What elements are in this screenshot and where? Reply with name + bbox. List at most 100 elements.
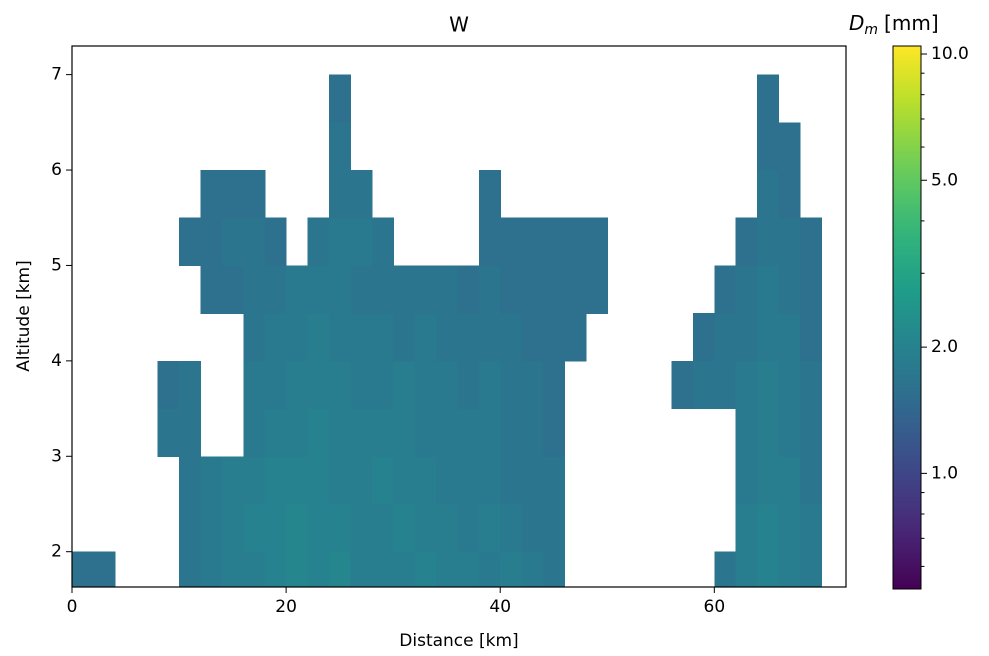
heatmap-cell <box>393 360 416 410</box>
heatmap-cell <box>414 456 437 505</box>
heatmap-cell <box>328 360 351 410</box>
heatmap-cell <box>221 456 244 505</box>
x-tick-label: 20 <box>275 597 297 617</box>
heatmap-cell <box>692 313 715 362</box>
heatmap-cell <box>286 456 309 505</box>
heatmap-cell <box>543 408 566 457</box>
heatmap-cell <box>200 456 223 505</box>
heatmap-cell <box>328 408 351 457</box>
heatmap-cell <box>435 456 458 505</box>
heatmap-cell <box>757 503 780 553</box>
x-tick-label: 0 <box>67 597 78 617</box>
heatmap-cell <box>478 456 501 505</box>
heatmap-cell <box>714 360 737 410</box>
heatmap-cell <box>757 170 780 219</box>
heatmap-cell <box>200 217 223 267</box>
heatmap-cell <box>799 408 822 457</box>
heatmap-cell <box>457 265 480 314</box>
heatmap-cell <box>778 408 801 457</box>
colorbar-unit: [mm] <box>884 11 939 35</box>
heatmap-cell <box>264 313 287 362</box>
colorbar-subscript: m <box>864 22 878 38</box>
heatmap-cell <box>500 456 523 505</box>
heatmap-cell <box>457 408 480 457</box>
heatmap-cell <box>778 217 801 267</box>
heatmap-cell <box>371 551 394 587</box>
heatmap-cell <box>200 170 223 219</box>
heatmap-cell <box>371 503 394 553</box>
heatmap-cell <box>350 456 373 505</box>
heatmap-cell <box>264 456 287 505</box>
heatmap-cell <box>543 313 566 362</box>
heatmap-cell <box>371 456 394 505</box>
heatmap-cell <box>243 503 266 553</box>
heatmap-cell <box>286 360 309 410</box>
heatmap-cell <box>521 408 544 457</box>
heatmap-cell <box>778 503 801 553</box>
heatmap-cell <box>799 217 822 267</box>
heatmap-cell <box>714 551 737 587</box>
heatmap-cell <box>521 265 544 314</box>
heatmap-cell <box>350 265 373 314</box>
heatmap-cell <box>350 551 373 587</box>
x-tick-label: 60 <box>704 597 726 617</box>
heatmap-cell <box>72 551 95 587</box>
heatmap-cell <box>393 265 416 314</box>
heatmap-cell <box>200 551 223 587</box>
heatmap-cell <box>521 313 544 362</box>
heatmap-cell <box>671 360 694 410</box>
heatmap-cell <box>521 456 544 505</box>
heatmap-cell <box>243 360 266 410</box>
colorbar-tick-label: 10.0 <box>931 44 969 64</box>
heatmap-cell <box>157 408 180 457</box>
heatmap-cell <box>457 551 480 587</box>
heatmap-cell <box>778 360 801 410</box>
heatmap-cell <box>543 503 566 553</box>
heatmap-cell <box>585 217 608 267</box>
heatmap-cell <box>778 122 801 171</box>
heatmap-cell <box>757 456 780 505</box>
heatmap-cell <box>286 313 309 362</box>
heatmap-cell <box>500 265 523 314</box>
heatmap-cell <box>714 265 737 314</box>
heatmap-cell <box>435 313 458 362</box>
heatmap-cell <box>735 503 758 553</box>
y-tick-label: 7 <box>51 65 62 85</box>
heatmap-cell <box>564 265 587 314</box>
heatmap-cell <box>778 170 801 219</box>
heatmap-cell <box>307 456 330 505</box>
heatmap-cell <box>478 265 501 314</box>
heatmap-cell <box>328 313 351 362</box>
heatmap-cell <box>221 503 244 553</box>
colorbar-label: Dm [mm] <box>849 11 939 39</box>
heatmap-cell <box>414 551 437 587</box>
heatmap-cell <box>435 265 458 314</box>
heatmap-cell <box>307 313 330 362</box>
heatmap-cell <box>435 408 458 457</box>
heatmap-cell <box>371 313 394 362</box>
heatmap-cell <box>735 217 758 267</box>
heatmap-cell <box>521 217 544 267</box>
y-axis-label: Altitude [km] <box>14 260 34 372</box>
x-axis-label: Distance [km] <box>399 631 518 651</box>
heatmap-cell <box>457 313 480 362</box>
heatmap-cell <box>307 360 330 410</box>
heatmap-cell <box>307 265 330 314</box>
heatmap-cell <box>414 265 437 314</box>
heatmap-cell <box>264 360 287 410</box>
heatmap-cell <box>799 456 822 505</box>
y-tick-label: 3 <box>51 446 62 466</box>
heatmap-cell <box>243 313 266 362</box>
heatmap-cell <box>414 503 437 553</box>
heatmap-cell <box>243 456 266 505</box>
heatmap-cell <box>200 265 223 314</box>
heatmap-cell <box>543 360 566 410</box>
heatmap-cell <box>350 503 373 553</box>
heatmap-cell <box>757 551 780 587</box>
heatmap-cell <box>478 551 501 587</box>
heatmap-cell <box>778 456 801 505</box>
heatmap-cell <box>435 360 458 410</box>
heatmap-cell <box>457 503 480 553</box>
heatmap-cell <box>414 408 437 457</box>
